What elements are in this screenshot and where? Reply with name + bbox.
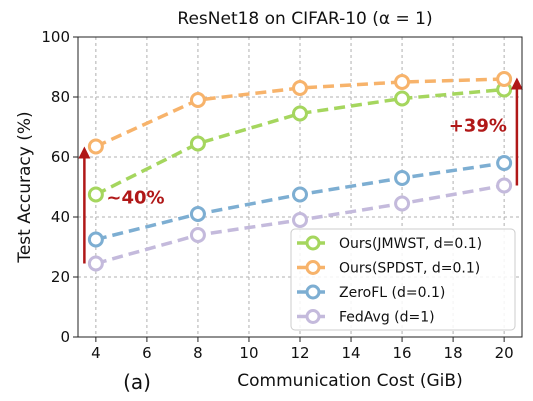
data-point — [496, 177, 513, 194]
data-point — [292, 105, 308, 122]
data-point — [292, 186, 308, 203]
legend-label: Ours(JMWST, d=0.1) — [339, 236, 482, 252]
data-point — [189, 227, 206, 243]
x-tick-label: 12 — [290, 344, 309, 362]
x-tick-label: 8 — [193, 344, 203, 362]
annotation-label: +39% — [449, 116, 507, 137]
data-point — [292, 212, 308, 228]
data-point — [189, 92, 206, 108]
annotation-arrow-head — [510, 77, 523, 90]
data-point — [189, 206, 206, 222]
data-point — [394, 90, 411, 107]
legend-swatch-marker — [305, 235, 321, 251]
legend-label: Ours(SPDST, d=0.1) — [339, 261, 480, 277]
legend-entry: ZeroFL (d=0.1) — [297, 284, 445, 301]
series-1 — [87, 71, 513, 155]
series-2 — [87, 155, 513, 248]
data-point — [394, 170, 411, 186]
legend-label: FedAvg (d=1) — [339, 310, 435, 326]
x-tick-label: 18 — [444, 344, 463, 362]
x-tick-label: 20 — [495, 344, 514, 362]
y-axis-title: Test Accuracy (%) — [15, 111, 35, 263]
data-point — [496, 71, 513, 87]
legend-swatch-marker — [305, 260, 321, 275]
x-tick-label: 10 — [239, 344, 258, 362]
x-tick-label: 14 — [341, 344, 360, 362]
x-axis-title: Communication Cost (GiB) — [237, 371, 462, 391]
series-3 — [87, 177, 513, 272]
data-point — [394, 195, 411, 212]
y-tick-label: 40 — [51, 208, 70, 226]
data-point — [87, 138, 104, 155]
series-layer — [87, 71, 513, 272]
annotation-label: ~40% — [106, 188, 164, 209]
legend: Ours(JMWST, d=0.1) Ours(SPDST, d=0.1) Zero… — [290, 228, 516, 331]
y-tick-label: 80 — [51, 88, 70, 106]
y-tick-label: 100 — [41, 28, 70, 46]
series-line — [95, 87, 505, 197]
y-tick-label: 60 — [51, 148, 70, 166]
data-point — [87, 231, 104, 248]
legend-entry: FedAvg (d=1) — [297, 309, 435, 326]
data-point — [496, 155, 513, 171]
legend-swatch-marker — [305, 309, 321, 324]
data-point — [292, 80, 308, 96]
legend-swatch-marker — [305, 284, 321, 300]
x-tick-label: 4 — [91, 344, 101, 362]
x-tick-label: 6 — [142, 344, 152, 362]
annotation-arrow-head — [78, 146, 91, 159]
chart-title: ResNet18 on CIFAR-10 (α = 1) — [177, 9, 432, 29]
x-tick-label: 16 — [393, 344, 412, 362]
panel-label: (a) — [123, 370, 151, 394]
legend-label: ZeroFL (d=0.1) — [339, 285, 445, 301]
legend-entry: Ours(SPDST, d=0.1) — [297, 260, 480, 277]
data-point — [394, 74, 411, 90]
series-0 — [87, 81, 513, 203]
ticks: 4 6 8 10 12 14 16 18 20 0 20 40 60 80 100 — [41, 28, 513, 362]
y-tick-label: 20 — [51, 268, 70, 286]
legend-box — [290, 228, 516, 331]
y-tick-label: 0 — [60, 328, 70, 346]
legend-entry: Ours(JMWST, d=0.1) — [297, 235, 482, 252]
data-point — [87, 255, 104, 272]
data-point — [189, 135, 206, 152]
data-point — [87, 186, 104, 203]
annotations: ~40% +39% — [78, 77, 523, 264]
